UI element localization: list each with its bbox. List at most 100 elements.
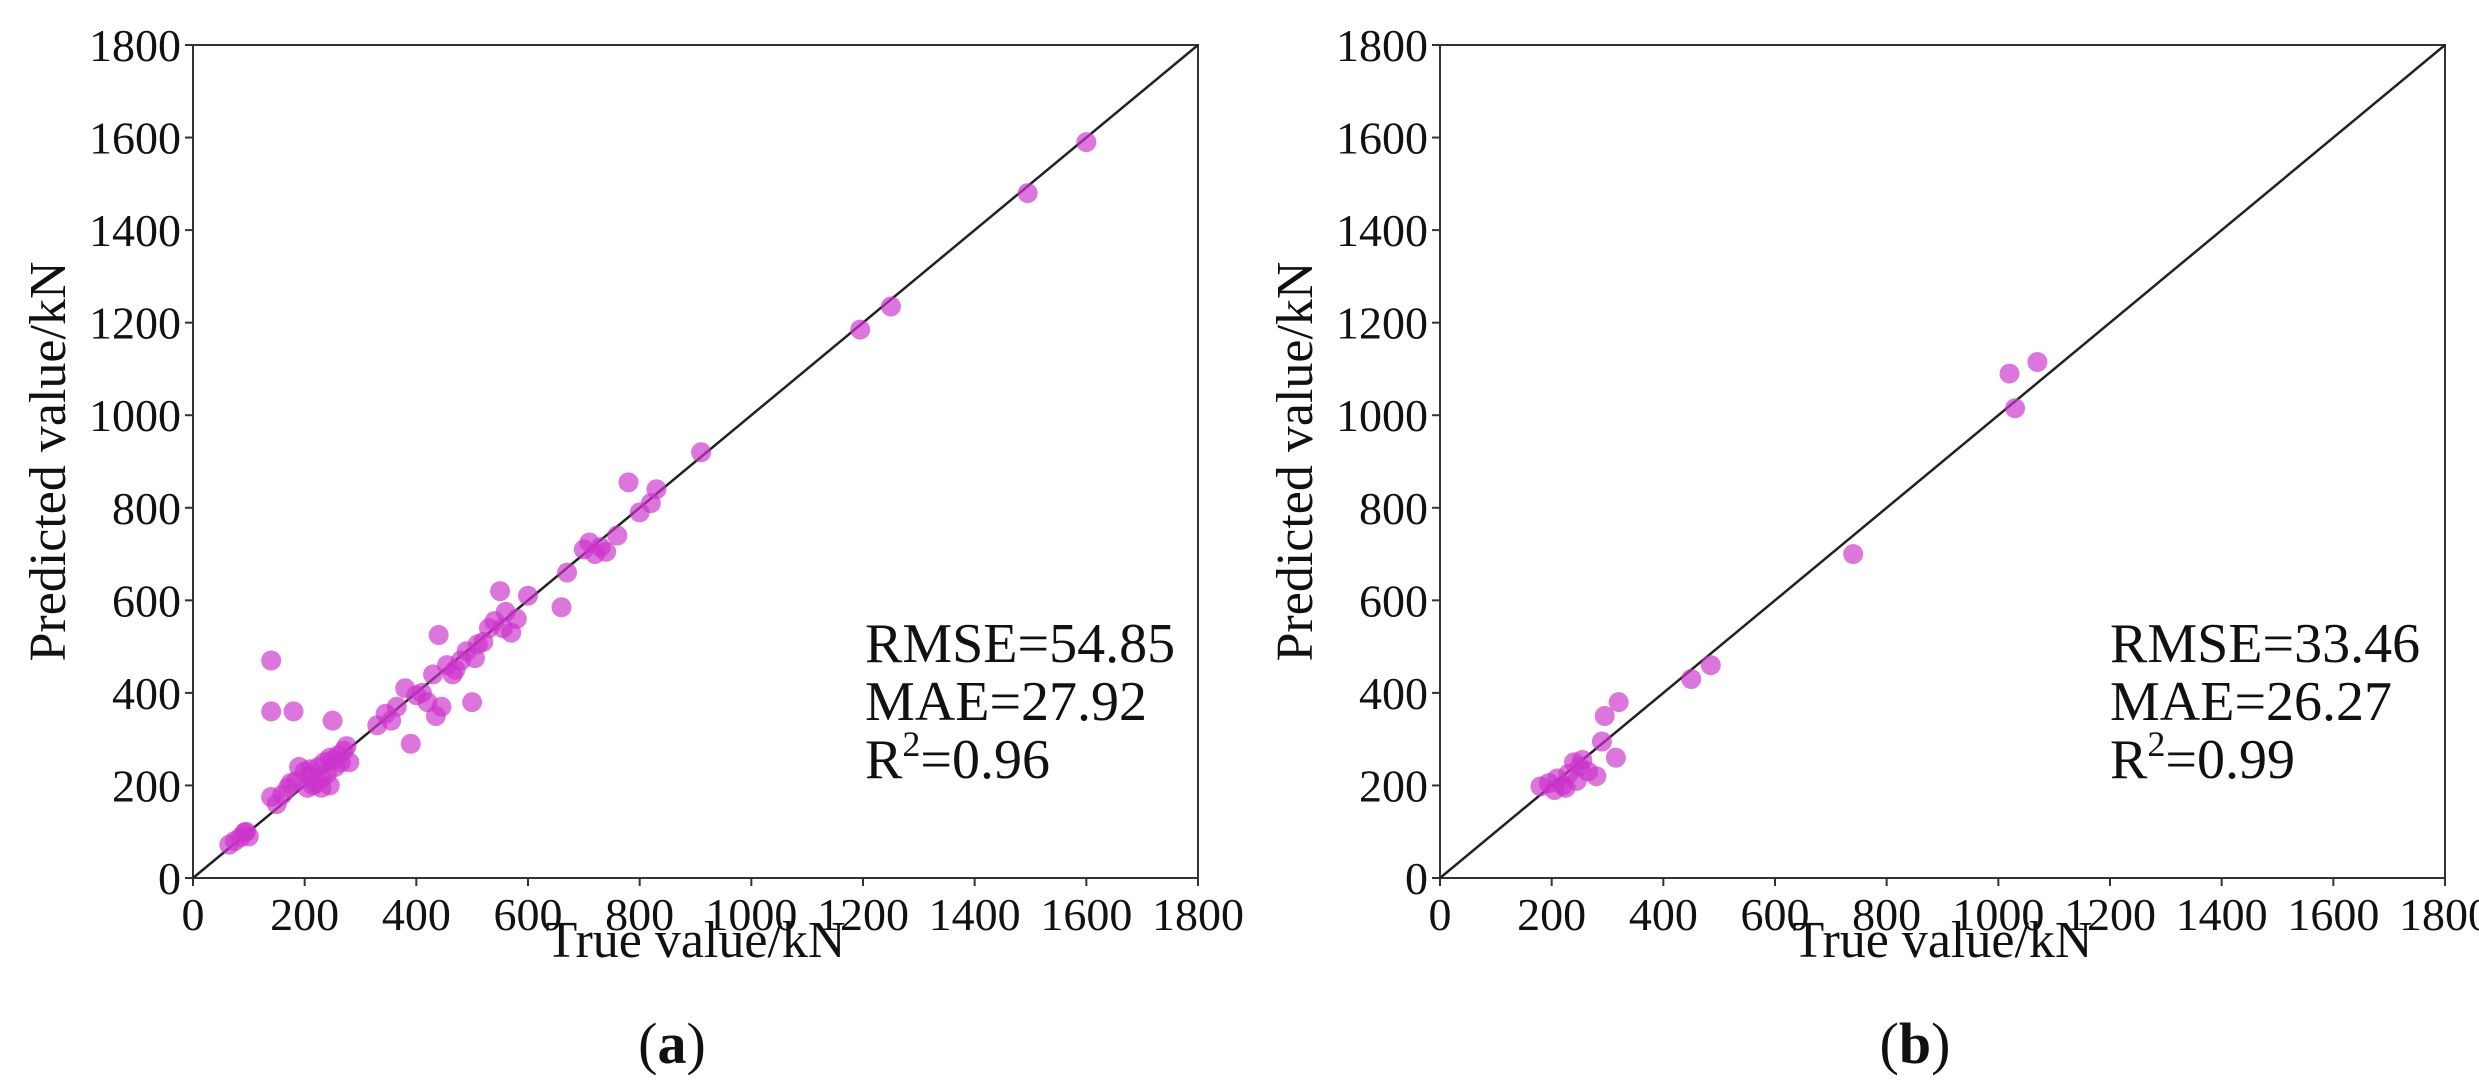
y-axis-title: Predicted value/kN	[20, 262, 77, 662]
y-tick-label: 0	[1405, 853, 1428, 904]
data-point	[2027, 352, 2048, 373]
data-point	[1681, 669, 1702, 690]
x-tick-label: 1200	[817, 889, 909, 940]
data-point	[618, 472, 639, 493]
plot-frame	[1439, 44, 2446, 879]
x-axis-title: True value/kN	[546, 912, 846, 969]
panel-label-open: (	[638, 1011, 657, 1076]
y-tick-label: 1000	[1336, 390, 1428, 441]
r2-label: R2=0.96	[865, 724, 1050, 791]
panel-label-close: )	[1931, 1011, 1950, 1076]
r2-value: =0.96	[920, 729, 1050, 791]
y-tick-label: 200	[1359, 760, 1428, 811]
data-point	[1076, 132, 1097, 153]
data-point	[1586, 766, 1607, 787]
data-point	[386, 696, 407, 717]
y-tick-label: 600	[1359, 575, 1428, 626]
x-tick-label: 1400	[929, 889, 1021, 940]
panel-label: (b)	[1880, 1011, 1951, 1076]
y-tick-label: 800	[1359, 483, 1428, 534]
data-point	[850, 319, 871, 340]
r2-symbol: R	[865, 729, 903, 791]
r2-symbol: R	[2110, 729, 2148, 791]
r2-superscript: 2	[902, 724, 920, 764]
x-tick-label: 1200	[2064, 889, 2156, 940]
y-tick-label: 1600	[1336, 113, 1428, 164]
chart-panel-b: 0 200 400 600 800 1000 1200 1400 1600 1800 0 200 400…	[1267, 20, 2479, 1076]
rmse-label: RMSE=33.46	[2110, 613, 2420, 675]
x-tick-label: 200	[1517, 889, 1586, 940]
data-point	[1843, 544, 1864, 565]
data-point	[1594, 706, 1615, 727]
data-point	[462, 692, 483, 713]
data-point	[319, 747, 340, 768]
x-tick-label: 200	[270, 889, 339, 940]
y-tick-label: 0	[158, 853, 181, 904]
data-point	[261, 650, 282, 671]
panel-label: (a)	[638, 1011, 706, 1076]
mae-label: MAE=26.27	[2110, 671, 2392, 733]
data-point	[880, 296, 901, 317]
y-tick-label: 600	[112, 575, 181, 626]
data-point	[336, 736, 357, 757]
x-tick-label: 1800	[2399, 889, 2479, 940]
data-point	[428, 625, 449, 646]
panel-label-letter: b	[1899, 1011, 1931, 1076]
x-tick-label: 800	[605, 889, 674, 940]
y-tick-label: 800	[112, 483, 181, 534]
data-point	[283, 701, 304, 722]
mae-label: MAE=27.92	[865, 671, 1147, 733]
x-tick-label: 800	[1852, 889, 1921, 940]
data-point	[1999, 363, 2020, 384]
rmse-label: RMSE=54.85	[865, 613, 1175, 675]
data-point	[322, 710, 343, 731]
y-tick-label: 1200	[1336, 298, 1428, 349]
data-point	[1591, 731, 1612, 752]
y-tick-label: 1000	[89, 390, 181, 441]
x-tick-label: 1600	[1040, 889, 1132, 940]
data-point	[1700, 655, 1721, 676]
data-point	[506, 608, 527, 629]
y-tick-label: 1400	[89, 205, 181, 256]
y-tick-label: 200	[112, 760, 181, 811]
data-point	[490, 581, 511, 602]
r2-label: R2=0.99	[2110, 724, 2295, 791]
data-point	[596, 541, 617, 562]
data-point	[300, 759, 321, 780]
data-point	[646, 479, 667, 500]
x-tick-label: 400	[1629, 889, 1698, 940]
panel-label-letter: a	[658, 1011, 687, 1076]
x-tick-label: 600	[494, 889, 563, 940]
x-tick-label: 0	[1429, 889, 1452, 940]
data-point	[557, 562, 578, 583]
r2-value: =0.99	[2165, 729, 2295, 791]
data-point	[431, 696, 452, 717]
data-point	[1017, 183, 1038, 204]
data-point	[339, 752, 360, 773]
x-tick-label: 400	[382, 889, 451, 940]
data-point	[551, 597, 572, 618]
y-tick-label: 1600	[89, 113, 181, 164]
y-tick-label: 1200	[89, 298, 181, 349]
data-point	[2005, 398, 2026, 419]
y-axis-title: Predicted value/kN	[1267, 262, 1324, 662]
x-tick-label: 1000	[705, 889, 797, 940]
plot-frame	[192, 44, 1199, 879]
x-tick-label: 1800	[1152, 889, 1244, 940]
panel-label-open: (	[1880, 1011, 1899, 1076]
r2-superscript: 2	[2147, 724, 2165, 764]
y-tick-label: 1800	[89, 20, 181, 71]
data-point	[518, 585, 538, 606]
x-tick-label: 1000	[1952, 889, 2044, 940]
x-tick-label: 600	[1741, 889, 1810, 940]
data-point	[311, 777, 332, 798]
data-point	[1608, 692, 1629, 713]
panel-label-close: )	[687, 1011, 706, 1076]
data-point	[261, 701, 282, 722]
data-point	[234, 822, 255, 843]
y-tick-label: 400	[1359, 668, 1428, 719]
x-axis-title: True value/kN	[1793, 912, 2093, 969]
data-point	[691, 442, 712, 463]
x-tick-label: 1600	[2287, 889, 2379, 940]
